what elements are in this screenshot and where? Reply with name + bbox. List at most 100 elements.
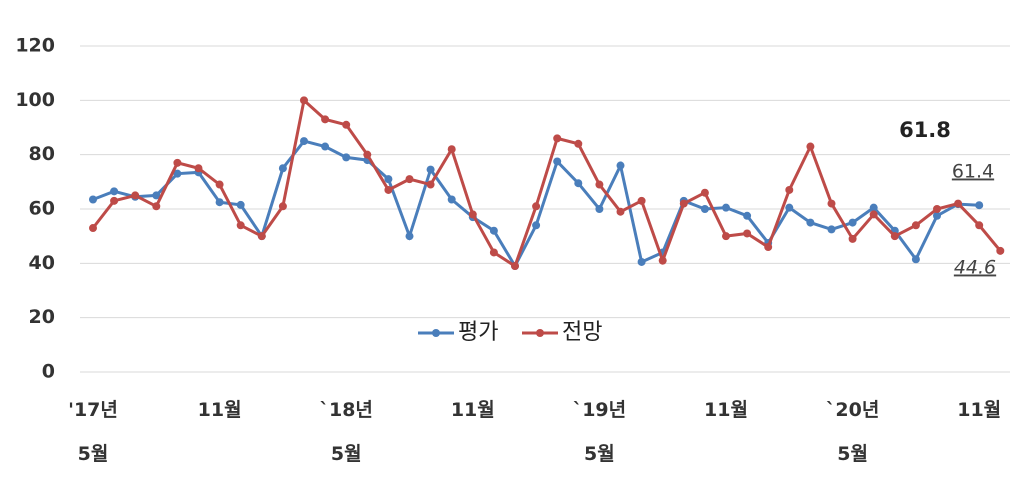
x-tick-label: 11월	[957, 399, 1001, 421]
data-point	[152, 191, 161, 200]
y-tick-label: 60	[29, 198, 55, 220]
x-tick-label: `20년 5월	[826, 399, 879, 465]
data-point	[996, 246, 1005, 255]
x-tick-label: `19년 5월	[573, 399, 626, 465]
data-point	[236, 200, 245, 209]
data-point	[848, 218, 857, 227]
data-point	[257, 232, 266, 241]
data-point	[110, 196, 119, 205]
y-tick-label: 0	[42, 361, 55, 383]
data-point	[806, 142, 815, 151]
data-point	[911, 255, 920, 264]
data-point	[321, 115, 330, 124]
data-point	[827, 225, 836, 234]
y-tick-label: 80	[29, 143, 55, 165]
data-point	[785, 185, 794, 194]
data-point	[384, 175, 393, 184]
data-point	[89, 195, 97, 204]
data-point	[278, 202, 287, 211]
data-point	[616, 207, 625, 216]
x-tick-label: 11월	[198, 399, 242, 421]
data-point	[384, 185, 393, 194]
annotation: 61.4	[952, 161, 994, 183]
data-point	[511, 262, 519, 271]
series-line	[91, 97, 1002, 269]
data-point	[215, 180, 224, 189]
legend-label: 전망	[562, 320, 602, 345]
data-point	[637, 196, 646, 205]
data-point	[131, 191, 140, 200]
data-point	[405, 175, 414, 184]
data-point	[426, 180, 435, 189]
y-tick-label: 20	[29, 306, 55, 328]
data-point	[743, 211, 752, 220]
data-point	[110, 187, 119, 196]
data-point	[152, 202, 161, 211]
data-point	[532, 202, 541, 211]
data-point	[553, 134, 562, 143]
data-point	[679, 199, 688, 208]
legend-item: 전망	[522, 320, 602, 345]
data-point	[489, 248, 498, 257]
data-point	[806, 218, 815, 227]
data-point	[722, 232, 730, 241]
data-point	[574, 179, 583, 188]
data-point	[658, 256, 667, 265]
data-point	[890, 232, 899, 241]
y-tick-label: 120	[15, 35, 55, 57]
annotation: 44.6	[954, 257, 996, 279]
data-point	[194, 164, 203, 173]
data-point	[785, 203, 794, 212]
y-tick-label: 40	[29, 252, 55, 274]
data-point	[447, 145, 456, 154]
data-point	[553, 157, 562, 166]
x-tick-label: '17년 5월	[68, 399, 118, 465]
data-point	[595, 205, 604, 213]
data-point	[869, 210, 878, 219]
data-point	[954, 199, 963, 208]
data-point	[848, 234, 857, 243]
data-point	[468, 210, 477, 219]
legend-marker	[536, 329, 544, 337]
data-point	[89, 224, 97, 233]
x-tick-label: 11월	[704, 399, 748, 421]
data-point	[532, 221, 541, 230]
data-point	[869, 203, 878, 212]
data-point	[363, 150, 372, 159]
data-point	[173, 158, 182, 167]
data-point	[911, 221, 920, 230]
data-point	[278, 164, 287, 173]
data-point	[637, 257, 646, 266]
data-point	[236, 221, 245, 230]
data-point	[700, 205, 709, 213]
legend-marker	[432, 329, 440, 337]
data-point	[300, 96, 308, 105]
y-tick-label: 100	[15, 89, 55, 111]
data-point	[933, 211, 941, 220]
legend-item: 평가	[418, 320, 498, 345]
data-point	[975, 201, 984, 210]
data-point	[722, 203, 730, 212]
data-point	[426, 165, 435, 174]
data-point	[342, 153, 351, 162]
data-point	[933, 205, 941, 213]
x-tick-label: 11월	[451, 399, 495, 421]
data-point	[215, 198, 224, 207]
data-point	[300, 137, 308, 146]
data-point	[405, 232, 414, 241]
data-point	[764, 243, 773, 252]
x-tick-label: `18년 5월	[319, 399, 372, 465]
data-point	[700, 188, 709, 197]
data-point	[595, 180, 604, 189]
data-point	[827, 199, 836, 208]
data-point	[447, 195, 456, 204]
data-point	[342, 120, 351, 129]
data-point	[574, 139, 583, 148]
data-point	[975, 221, 984, 230]
data-point	[616, 161, 625, 170]
data-point	[321, 142, 330, 151]
data-point	[743, 229, 752, 238]
legend-label: 평가	[458, 320, 498, 345]
annotation: 61.8	[899, 118, 951, 142]
